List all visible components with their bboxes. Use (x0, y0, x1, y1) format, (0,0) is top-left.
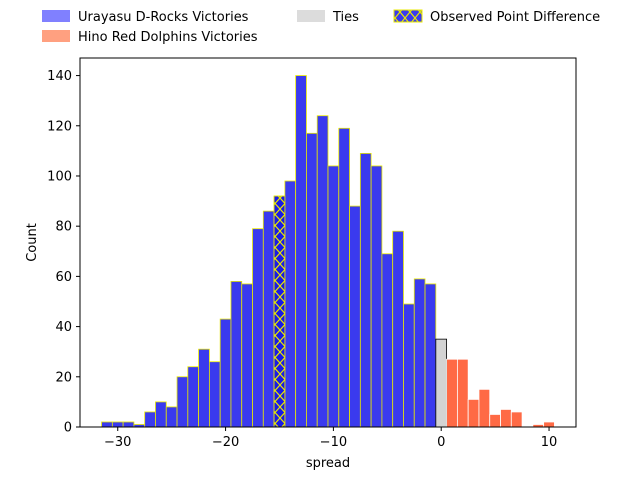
legend-label-observed-point-difference: Observed Point Difference (430, 10, 600, 25)
bar-urayasu-d-rocks-victories--31 (101, 421, 113, 428)
bar-urayasu-d-rocks-victories--16 (262, 210, 275, 428)
bar-urayasu-d-rocks-victories--22 (198, 348, 210, 428)
bar-urayasu-d-rocks-victories--14 (284, 180, 297, 428)
bar-hino-red-dolphins-victories-3 (467, 398, 480, 428)
bar-urayasu-d-rocks-victories--21 (208, 361, 221, 428)
bar-hatch-observed-point-difference--15 (274, 196, 285, 427)
bar-hino-red-dolphins-victories-6 (500, 409, 512, 428)
bar-urayasu-d-rocks-victories--25 (165, 406, 178, 428)
bar-hino-red-dolphins-victories-7 (510, 411, 523, 428)
bar-hino-red-dolphins-victories-4 (478, 388, 491, 428)
bar-urayasu-d-rocks-victories--29 (122, 421, 135, 428)
legend-swatch-hatch-observed-point-difference (394, 10, 422, 22)
bar-urayasu-d-rocks-victories--7 (359, 152, 372, 428)
legend-label-hino-red-dolphins-victories: Hino Red Dolphins Victories (78, 30, 258, 45)
y-tick-label-4: 80 (55, 220, 72, 235)
bar-urayasu-d-rocks-victories--1 (424, 283, 437, 428)
x-tick-label-3: 0 (437, 435, 445, 450)
y-tick-label-0: 0 (64, 421, 72, 436)
bar-hino-red-dolphins-victories-2 (456, 358, 469, 428)
bar-hino-red-dolphins-victories-1 (446, 358, 458, 428)
bar-urayasu-d-rocks-victories--10 (327, 165, 340, 428)
bar-urayasu-d-rocks-victories--9 (338, 127, 350, 428)
y-tick-label-7: 140 (47, 69, 72, 84)
y-tick-label-6: 120 (47, 119, 72, 134)
legend-swatch-ties (297, 10, 325, 22)
bar-urayasu-d-rocks-victories--4 (392, 230, 404, 428)
x-tick-label-4: 10 (541, 435, 558, 450)
bar-urayasu-d-rocks-victories--27 (144, 411, 156, 428)
bar-urayasu-d-rocks-victories--5 (381, 253, 394, 428)
plot-frame (79, 57, 577, 428)
y-tick-label-2: 40 (55, 320, 72, 335)
bar-urayasu-d-rocks-victories--23 (187, 366, 200, 428)
x-tick-label-0: −30 (104, 435, 131, 450)
bar-urayasu-d-rocks-victories--24 (176, 376, 189, 428)
y-tick-label-5: 100 (47, 169, 72, 184)
legend: Urayasu D-Rocks Victories Hino Red Dolphi… (42, 9, 600, 45)
bars-group (101, 75, 555, 428)
bar-urayasu-d-rocks-victories--11 (316, 115, 329, 428)
y-tick-label-1: 20 (55, 370, 72, 385)
bar-ties-0 (435, 338, 448, 428)
bar-urayasu-d-rocks-victories--3 (403, 303, 415, 428)
bar-urayasu-d-rocks-victories--20 (219, 318, 232, 428)
x-tick-label-1: −20 (212, 435, 239, 450)
bar-urayasu-d-rocks-victories--18 (241, 283, 253, 428)
x-tick-label-2: −10 (320, 435, 347, 450)
bar-urayasu-d-rocks-victories--6 (370, 165, 383, 428)
bar-urayasu-d-rocks-victories--30 (111, 421, 124, 428)
legend-label-urayasu-d-rocks-victories: Urayasu D-Rocks Victories (78, 10, 249, 25)
bar-urayasu-d-rocks-victories--13 (295, 75, 307, 428)
y-tick-label-3: 60 (55, 270, 72, 285)
bar-hino-red-dolphins-victories-5 (489, 414, 501, 428)
bar-urayasu-d-rocks-victories--8 (349, 205, 361, 428)
legend-label-ties: Ties (332, 10, 359, 25)
bar-hino-red-dolphins-victories-10 (543, 421, 555, 428)
bar-urayasu-d-rocks-victories--2 (413, 278, 426, 428)
bar-urayasu-d-rocks-victories--12 (306, 132, 318, 428)
y-axis-label: Count (25, 223, 40, 262)
bar-urayasu-d-rocks-victories--19 (230, 281, 243, 428)
x-axis-label: spread (306, 456, 350, 471)
bar-urayasu-d-rocks-victories--17 (252, 228, 264, 428)
bar-urayasu-d-rocks-victories--26 (155, 401, 167, 428)
legend-swatch-hino-red-dolphins-victories (42, 30, 70, 42)
legend-swatch-urayasu-d-rocks-victories (42, 10, 70, 22)
axes-group: −30 −20 −10 0 10020406080100120140spreadCoun… (25, 57, 577, 471)
